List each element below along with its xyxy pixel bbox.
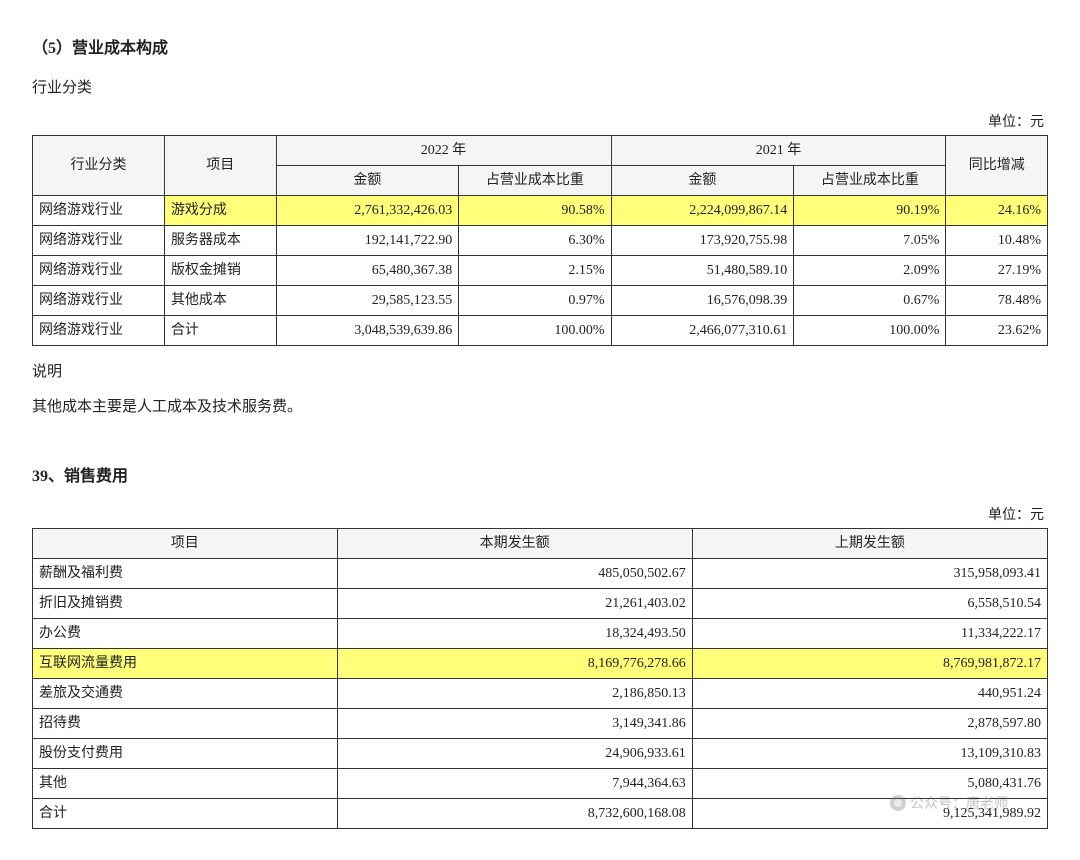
- table-row: 招待费3,149,341.862,878,597.80: [33, 709, 1048, 739]
- table-cell: 6,558,510.54: [692, 589, 1047, 619]
- table-cell: 网络游戏行业: [33, 316, 165, 346]
- table-row: 网络游戏行业版权金摊销65,480,367.382.15%51,480,589.…: [33, 256, 1048, 286]
- table-cell: 173,920,755.98: [611, 226, 794, 256]
- table-cell: 5,080,431.76: [692, 769, 1047, 799]
- table-row: 网络游戏行业服务器成本192,141,722.906.30%173,920,75…: [33, 226, 1048, 256]
- table-subheader: 占营业成本比重: [794, 166, 946, 196]
- table-row: 网络游戏行业合计3,048,539,639.86100.00%2,466,077…: [33, 316, 1048, 346]
- table-subheader: 金额: [276, 166, 459, 196]
- table-cell: 8,169,776,278.66: [337, 649, 692, 679]
- section1-heading: （5）营业成本构成: [32, 34, 1048, 58]
- table-cell: 办公费: [33, 619, 338, 649]
- table-row: 网络游戏行业游戏分成2,761,332,426.0390.58%2,224,09…: [33, 196, 1048, 226]
- table-cell: 2.09%: [794, 256, 946, 286]
- table-cell: 2,466,077,310.61: [611, 316, 794, 346]
- table-cell: 网络游戏行业: [33, 286, 165, 316]
- table-cell: 0.67%: [794, 286, 946, 316]
- table-cell: 7,944,364.63: [337, 769, 692, 799]
- table-cell: 29,585,123.55: [276, 286, 459, 316]
- table-header: 上期发生额: [692, 529, 1047, 559]
- table-cell: 合计: [33, 799, 338, 829]
- table-cell: 招待费: [33, 709, 338, 739]
- table-cell: 27.19%: [946, 256, 1048, 286]
- table-row: 差旅及交通费2,186,850.13440,951.24: [33, 679, 1048, 709]
- table-cell: 24.16%: [946, 196, 1048, 226]
- table-row: 办公费18,324,493.5011,334,222.17: [33, 619, 1048, 649]
- table-cell: 100.00%: [794, 316, 946, 346]
- table-cell: 股份支付费用: [33, 739, 338, 769]
- table-cell: 服务器成本: [164, 226, 276, 256]
- table-cell: 90.58%: [459, 196, 611, 226]
- section2-heading: 39、销售费用: [32, 462, 1048, 486]
- table-cell: 2,224,099,867.14: [611, 196, 794, 226]
- table-cell: 78.48%: [946, 286, 1048, 316]
- table-cell: 折旧及摊销费: [33, 589, 338, 619]
- table-cell: 网络游戏行业: [33, 196, 165, 226]
- table-cell: 网络游戏行业: [33, 256, 165, 286]
- table-subheader: 占营业成本比重: [459, 166, 611, 196]
- table-cell: 其他: [33, 769, 338, 799]
- table-cell: 315,958,093.41: [692, 559, 1047, 589]
- table-cell: 11,334,222.17: [692, 619, 1047, 649]
- table-cell: 440,951.24: [692, 679, 1047, 709]
- section1-subheading: 行业分类: [32, 76, 1048, 97]
- table-cell: 3,149,341.86: [337, 709, 692, 739]
- table-cell: 0.97%: [459, 286, 611, 316]
- table-cell: 24,906,933.61: [337, 739, 692, 769]
- table-header: 2021 年: [611, 136, 946, 166]
- table-cell: 485,050,502.67: [337, 559, 692, 589]
- table-cell: 薪酬及福利费: [33, 559, 338, 589]
- table-row: 股份支付费用24,906,933.6113,109,310.83: [33, 739, 1048, 769]
- table-cell: 网络游戏行业: [33, 226, 165, 256]
- table-row: 折旧及摊销费21,261,403.026,558,510.54: [33, 589, 1048, 619]
- table-cell: 10.48%: [946, 226, 1048, 256]
- table-cell: 版权金摊销: [164, 256, 276, 286]
- selling-expense-table: 项目本期发生额上期发生额薪酬及福利费485,050,502.67315,958,…: [32, 528, 1048, 829]
- note-text: 其他成本主要是人工成本及技术服务费。: [32, 395, 1048, 416]
- table-row: 互联网流量费用8,169,776,278.668,769,981,872.17: [33, 649, 1048, 679]
- table-row: 合计8,732,600,168.089,125,341,989.92: [33, 799, 1048, 829]
- table-cell: 3,048,539,639.86: [276, 316, 459, 346]
- table-row: 网络游戏行业其他成本29,585,123.550.97%16,576,098.3…: [33, 286, 1048, 316]
- section1-unit: 单位：元: [32, 111, 1044, 131]
- table-cell: 2,878,597.80: [692, 709, 1047, 739]
- table-cell: 2,186,850.13: [337, 679, 692, 709]
- table-cell: 2,761,332,426.03: [276, 196, 459, 226]
- table-cell: 6.30%: [459, 226, 611, 256]
- table-cell: 21,261,403.02: [337, 589, 692, 619]
- table-row: 其他7,944,364.635,080,431.76: [33, 769, 1048, 799]
- table-cell: 其他成本: [164, 286, 276, 316]
- table-cell: 51,480,589.10: [611, 256, 794, 286]
- table-header: 项目: [164, 136, 276, 196]
- table-cell: 18,324,493.50: [337, 619, 692, 649]
- section2-unit: 单位：元: [32, 504, 1044, 524]
- table-header: 同比增减: [946, 136, 1048, 196]
- table-cell: 互联网流量费用: [33, 649, 338, 679]
- note-label: 说明: [32, 360, 1048, 381]
- table-cell: 2.15%: [459, 256, 611, 286]
- table-cell: 8,732,600,168.08: [337, 799, 692, 829]
- table-cell: 65,480,367.38: [276, 256, 459, 286]
- table-header: 项目: [33, 529, 338, 559]
- table-cell: 23.62%: [946, 316, 1048, 346]
- table-cell: 8,769,981,872.17: [692, 649, 1047, 679]
- table-cell: 90.19%: [794, 196, 946, 226]
- table-row: 薪酬及福利费485,050,502.67315,958,093.41: [33, 559, 1048, 589]
- table-header: 本期发生额: [337, 529, 692, 559]
- cost-composition-table: 行业分类项目2022 年2021 年同比增减金额占营业成本比重金额占营业成本比重…: [32, 135, 1048, 346]
- table-cell: 9,125,341,989.92: [692, 799, 1047, 829]
- table-cell: 差旅及交通费: [33, 679, 338, 709]
- table-cell: 192,141,722.90: [276, 226, 459, 256]
- table-cell: 游戏分成: [164, 196, 276, 226]
- table-header: 2022 年: [276, 136, 611, 166]
- table-cell: 16,576,098.39: [611, 286, 794, 316]
- table-cell: 7.05%: [794, 226, 946, 256]
- table-cell: 100.00%: [459, 316, 611, 346]
- table-cell: 13,109,310.83: [692, 739, 1047, 769]
- table-header: 行业分类: [33, 136, 165, 196]
- table-cell: 合计: [164, 316, 276, 346]
- table-subheader: 金额: [611, 166, 794, 196]
